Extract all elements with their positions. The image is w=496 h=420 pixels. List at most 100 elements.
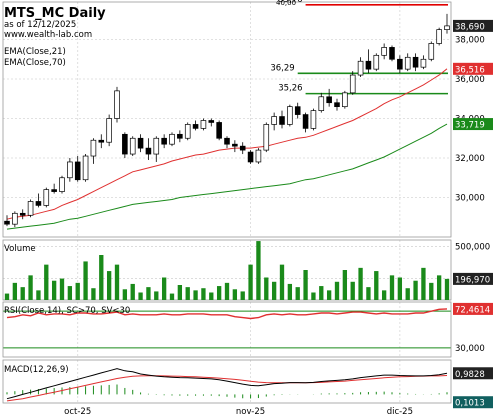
candle-body xyxy=(420,58,427,68)
price-candle xyxy=(239,142,246,155)
candle-body xyxy=(310,110,317,129)
candle-body xyxy=(82,155,89,181)
volume-bar xyxy=(59,278,65,300)
volume-bar xyxy=(436,275,442,300)
volume-tick-label: 500,000 xyxy=(455,242,490,252)
price-candle xyxy=(74,156,81,182)
price-candle xyxy=(129,136,136,157)
candle-body xyxy=(397,58,403,70)
volume-bar xyxy=(51,280,57,300)
volume-bar xyxy=(193,290,198,300)
close-price-badge-bg xyxy=(453,19,493,32)
candle-body xyxy=(224,137,230,145)
volume-bar xyxy=(106,271,112,300)
volume-bar xyxy=(154,291,159,300)
candle-body xyxy=(247,151,254,163)
price-candle xyxy=(373,53,380,72)
volume-bar xyxy=(169,293,175,300)
candle-body xyxy=(137,137,144,149)
price-candle xyxy=(397,55,403,74)
volume-bar xyxy=(209,292,214,300)
macd-histogram-badge: 0,1013 xyxy=(453,396,493,409)
candle-body xyxy=(294,106,301,115)
candle-body xyxy=(114,90,120,119)
rsi-tick-label: 30,000 xyxy=(455,344,485,354)
candle-body xyxy=(255,149,262,163)
price-candle xyxy=(35,193,42,208)
price-candle xyxy=(247,150,254,164)
price-candle xyxy=(90,138,97,164)
candle-body xyxy=(216,122,222,139)
price-candle xyxy=(404,53,411,72)
volume-bar xyxy=(303,270,308,300)
volume-bar xyxy=(20,287,25,300)
price-candle xyxy=(216,120,222,141)
volume-bar xyxy=(366,287,371,300)
volume-bar xyxy=(83,261,88,300)
candle-body xyxy=(153,137,160,155)
price-tick-label: 36,000 xyxy=(455,75,485,85)
candle-body xyxy=(200,120,207,129)
candle-body xyxy=(436,29,442,44)
chart-subtitle: as of 12/12/2025 xyxy=(4,20,76,30)
volume-bar xyxy=(146,287,151,300)
panel-frame-rsi xyxy=(2,301,452,358)
candle-body xyxy=(428,43,435,60)
price-candle xyxy=(255,148,262,164)
x-tick-label: oct-25 xyxy=(64,407,91,417)
x-tick-label: dic-25 xyxy=(387,407,413,417)
candle-body xyxy=(263,124,270,151)
candle-body xyxy=(444,25,450,30)
volume-bar xyxy=(374,271,379,300)
price-candle xyxy=(43,187,50,208)
candle-body xyxy=(389,47,395,60)
close-price-badge: 38,690 xyxy=(453,19,493,32)
volume-bar xyxy=(264,277,269,300)
candle-body xyxy=(43,189,50,206)
candle-body xyxy=(106,118,112,143)
volume-bar xyxy=(240,291,245,300)
candle-body xyxy=(59,177,65,192)
price-candle xyxy=(232,140,238,153)
price-candle xyxy=(294,102,301,119)
volume-bar xyxy=(444,278,450,300)
macd-histogram-badge-bg xyxy=(453,396,493,409)
volume-bar xyxy=(389,275,395,300)
volume-badge-text: 196,970 xyxy=(455,275,490,285)
price-candle xyxy=(177,130,183,143)
price-candle xyxy=(122,132,128,159)
candle-body xyxy=(19,212,26,216)
price-candle xyxy=(59,175,65,194)
price-candle xyxy=(318,92,325,113)
macd-badge-bg xyxy=(453,367,493,380)
candle-body xyxy=(239,145,246,151)
price-candle xyxy=(208,118,215,127)
rsi-line xyxy=(6,308,448,320)
ema21-line xyxy=(6,68,448,220)
price-candle xyxy=(287,104,293,127)
ema21-legend: EMA(Close,21) xyxy=(4,47,66,57)
price-candle xyxy=(12,211,18,228)
volume-bar xyxy=(271,281,277,300)
macd-histogram-badge-text: 0,1013 xyxy=(455,399,485,409)
price-candle xyxy=(27,199,34,218)
candle-body xyxy=(192,124,199,129)
volume-bar xyxy=(279,264,285,300)
price-candle xyxy=(137,134,144,153)
candle-body xyxy=(342,92,348,108)
volume-bar xyxy=(232,289,238,300)
volume-bar xyxy=(224,282,230,300)
price-candle xyxy=(106,114,112,147)
macd-line xyxy=(6,368,448,400)
candle-body xyxy=(365,60,372,70)
volume-bar xyxy=(381,290,387,300)
ema70-badge-text: 33,719 xyxy=(455,121,485,131)
price-candle xyxy=(82,154,89,182)
price-candle xyxy=(263,122,270,153)
price-candle xyxy=(412,53,419,72)
level-label: 35,26 xyxy=(278,84,302,94)
candle-body xyxy=(208,120,215,123)
volume-bar xyxy=(201,288,206,300)
volume-bar xyxy=(256,241,261,300)
volume-bar xyxy=(248,264,253,300)
